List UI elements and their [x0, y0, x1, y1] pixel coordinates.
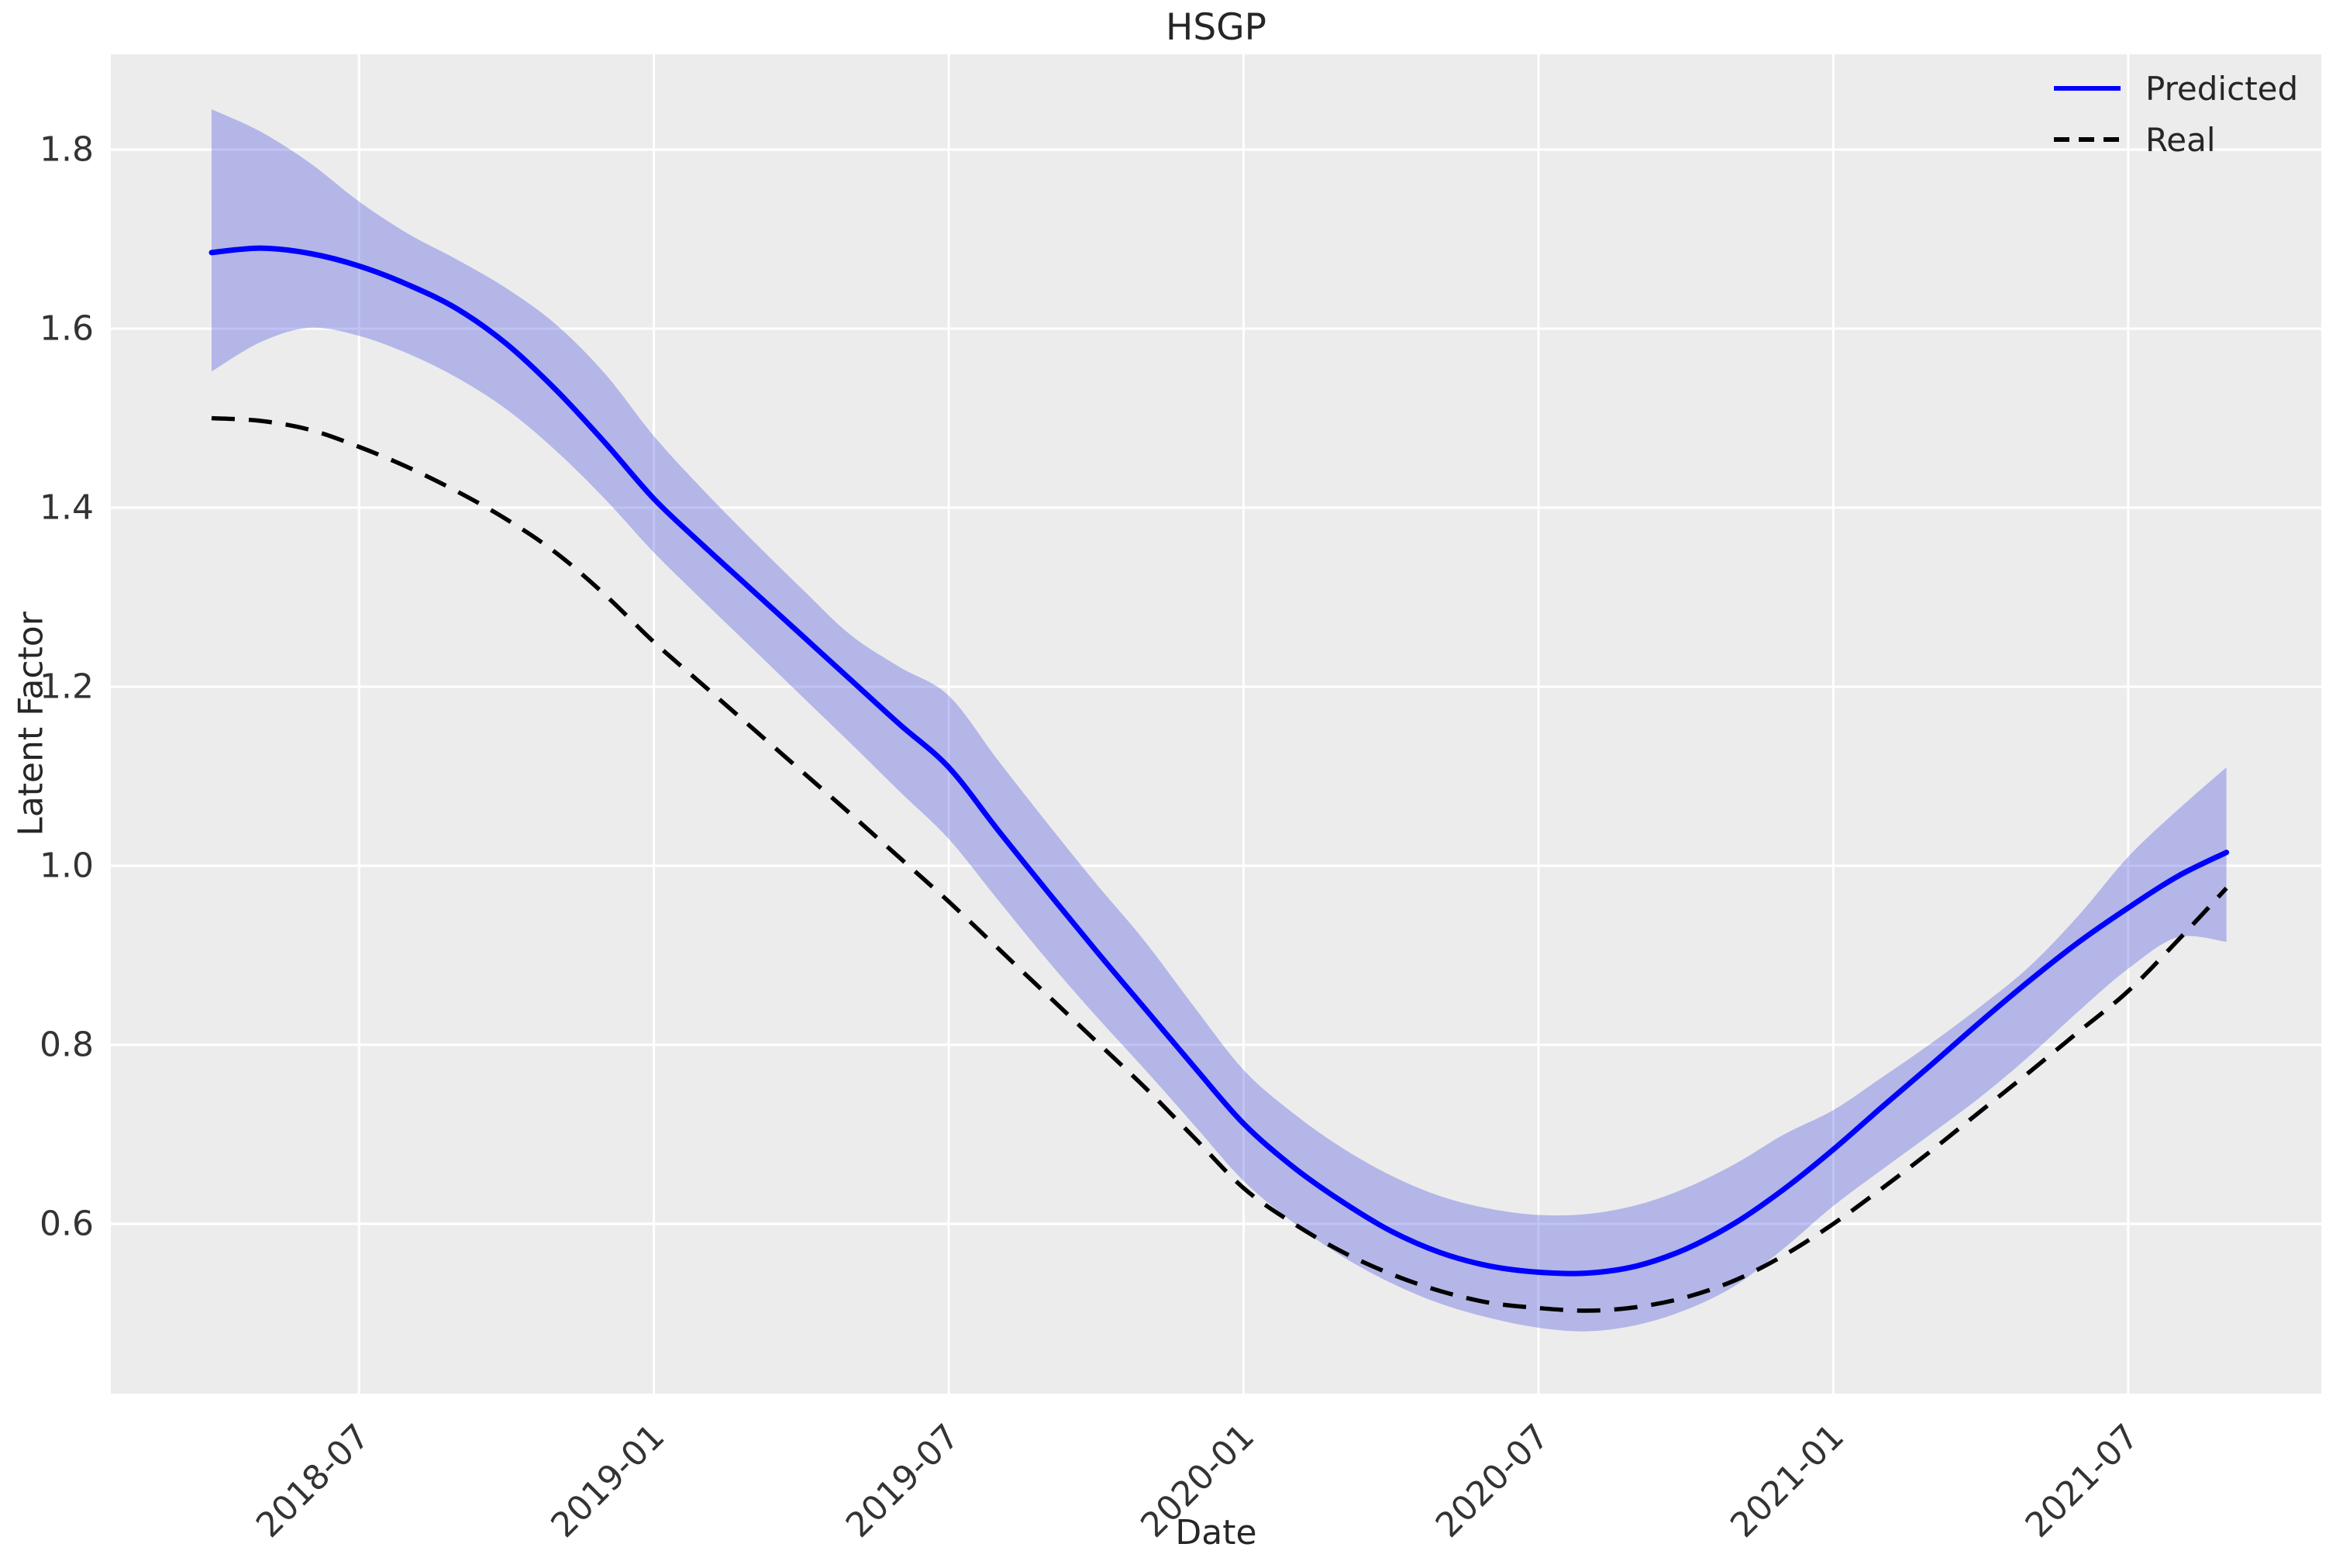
confidence-band	[211, 109, 2227, 1332]
predicted-line	[208, 245, 2230, 1277]
legend-line-solid-icon	[2054, 86, 2121, 91]
x-axis-label: Date	[1175, 1513, 1257, 1552]
y-tick-label: 1.6	[40, 309, 94, 349]
y-tick-label: 1.2	[40, 667, 94, 707]
plot-area	[111, 54, 2321, 1394]
real-line	[211, 415, 2228, 1313]
legend-label-predicted: Predicted	[2145, 69, 2299, 108]
legend-label-real: Real	[2145, 120, 2216, 159]
legend-item-predicted: Predicted	[2052, 68, 2298, 109]
legend-item-real: Real	[2052, 119, 2298, 160]
y-tick-label: 1.8	[40, 130, 94, 170]
legend: Predicted Real	[2052, 68, 2298, 160]
y-tick-label: 0.8	[40, 1025, 94, 1065]
chart-title: HSGP	[1166, 6, 1266, 49]
y-axis-label: Latent Factor	[11, 612, 51, 836]
y-tick-label: 0.6	[40, 1204, 94, 1244]
y-tick-label: 1.0	[40, 846, 94, 886]
y-tick-label: 1.4	[40, 488, 94, 528]
legend-line-dashed-icon	[2054, 137, 2121, 142]
